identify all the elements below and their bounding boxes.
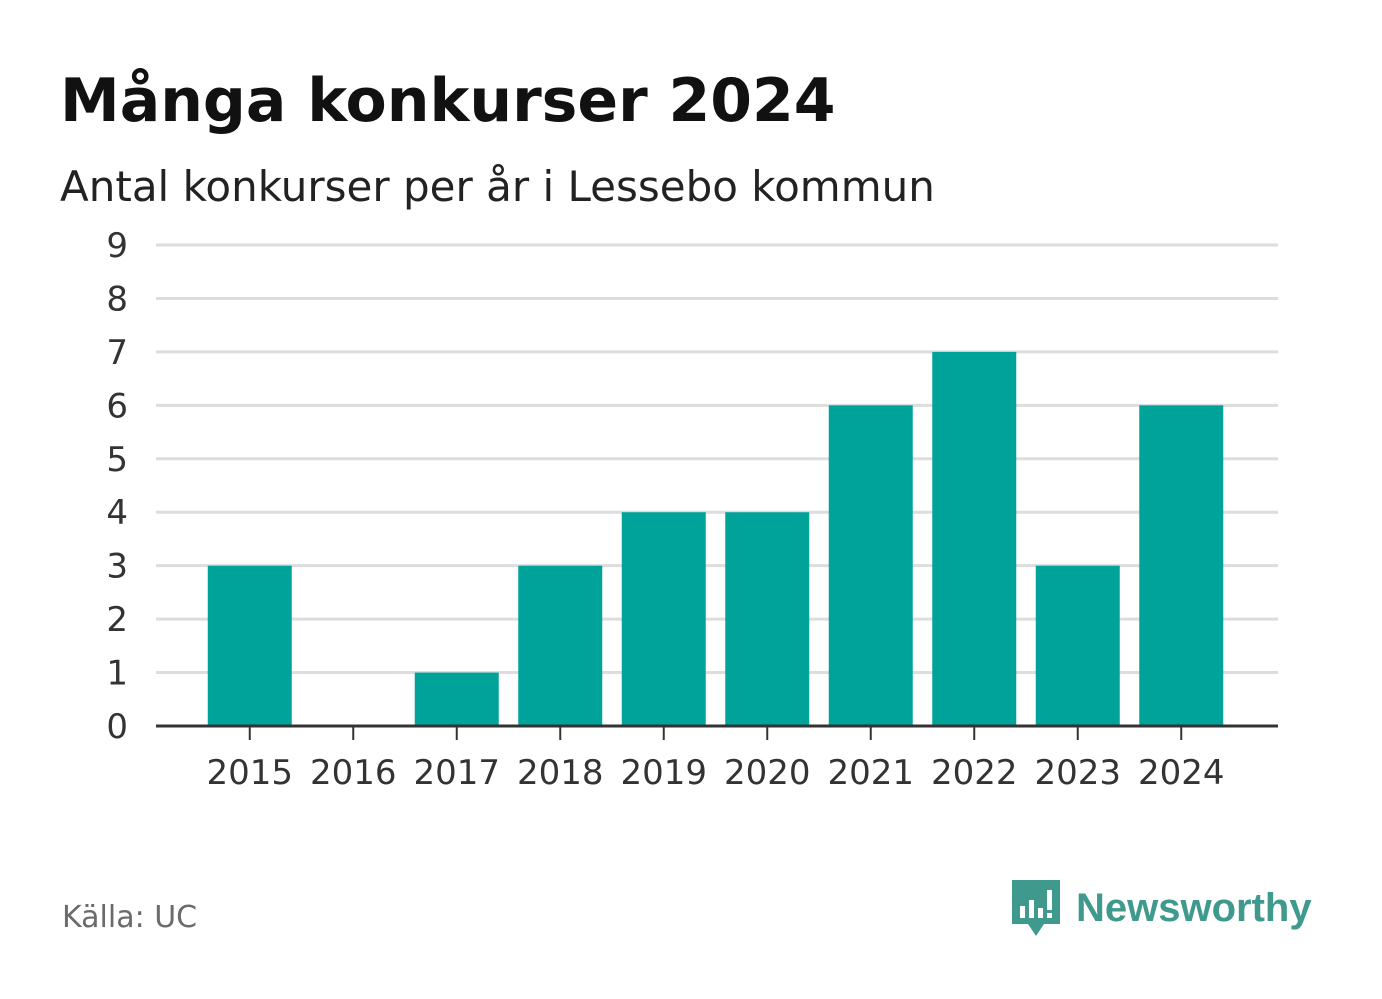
bar [1035,565,1120,726]
y-tick-label: 8 [106,279,128,319]
brand-logo: Newsworthy [1010,878,1312,938]
x-tick-label: 2023 [1034,753,1121,793]
x-tick-label: 2018 [517,753,604,793]
x-tick-label: 2019 [620,753,707,793]
chart-subtitle: Antal konkurser per år i Lessebo kommun [60,162,935,211]
bar [518,565,603,726]
bar [725,512,810,726]
x-tick-label: 2017 [413,753,500,793]
bar [1139,405,1224,726]
bar [414,672,499,726]
chart-title: Många konkurser 2024 [60,66,836,136]
x-tick-label: 2020 [724,753,811,793]
x-tick-label: 2015 [206,753,293,793]
bar [621,512,706,726]
bar [828,405,913,726]
y-tick-label: 9 [106,226,128,266]
y-tick-label: 4 [106,493,128,533]
y-tick-label: 0 [106,707,128,747]
y-tick-label: 3 [106,547,128,587]
y-tick-label: 1 [106,654,128,694]
x-tick-label: 2021 [827,753,914,793]
newsworthy-logo-icon [1012,880,1060,936]
x-tick-label: 2022 [931,753,1018,793]
y-tick-label: 5 [106,440,128,480]
x-tick-label: 2016 [310,753,397,793]
x-tick-label: 2024 [1138,753,1225,793]
y-tick-label: 6 [106,386,128,426]
bar [207,565,292,726]
y-tick-label: 2 [106,600,128,640]
y-tick-label: 7 [106,333,128,373]
source-label: Källa: UC [62,900,198,935]
brand-name: Newsworthy [1076,885,1312,930]
bar [932,351,1017,726]
